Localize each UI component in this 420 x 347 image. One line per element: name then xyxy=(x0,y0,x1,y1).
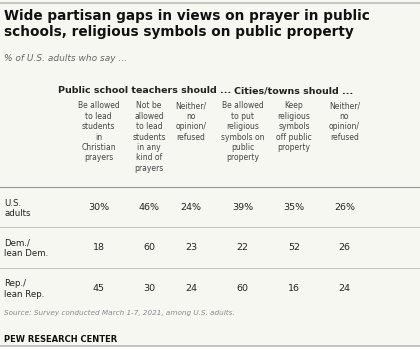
Text: PEW RESEARCH CENTER: PEW RESEARCH CENTER xyxy=(4,335,118,344)
Text: 26: 26 xyxy=(339,243,350,252)
Text: % of U.S. adults who say ...: % of U.S. adults who say ... xyxy=(4,54,127,63)
Text: 30: 30 xyxy=(143,283,155,293)
Text: 24: 24 xyxy=(185,283,197,293)
Text: Neither/
no
opinion/
refused: Neither/ no opinion/ refused xyxy=(176,101,207,142)
Text: Wide partisan gaps in views on prayer in public
schools, religious symbols on pu: Wide partisan gaps in views on prayer in… xyxy=(4,9,370,40)
Text: 22: 22 xyxy=(237,243,249,252)
Text: Public school teachers should ...: Public school teachers should ... xyxy=(58,86,231,95)
Text: Source: Survey conducted March 1-7, 2021, among U.S. adults.: Source: Survey conducted March 1-7, 2021… xyxy=(4,310,235,316)
Text: 24: 24 xyxy=(339,283,350,293)
Text: Keep
religious
symbols
off public
property: Keep religious symbols off public proper… xyxy=(276,101,312,152)
Text: 60: 60 xyxy=(237,283,249,293)
Text: Not be
allowed
to lead
students
in any
kind of
prayers: Not be allowed to lead students in any k… xyxy=(132,101,166,173)
Text: Cities/towns should ...: Cities/towns should ... xyxy=(234,86,353,95)
Text: 60: 60 xyxy=(143,243,155,252)
Text: 35%: 35% xyxy=(284,203,304,212)
Text: U.S.
adults: U.S. adults xyxy=(4,199,31,218)
Text: 16: 16 xyxy=(288,283,300,293)
Text: Neither/
no
opinion/
refused: Neither/ no opinion/ refused xyxy=(329,101,360,142)
Text: 45: 45 xyxy=(93,283,105,293)
Text: 52: 52 xyxy=(288,243,300,252)
Text: Rep./
lean Rep.: Rep./ lean Rep. xyxy=(4,279,45,299)
Text: 46%: 46% xyxy=(139,203,160,212)
Text: 24%: 24% xyxy=(181,203,202,212)
Text: 23: 23 xyxy=(185,243,197,252)
Text: Be allowed
to lead
students
in
Christian
prayers: Be allowed to lead students in Christian… xyxy=(78,101,120,162)
Text: 30%: 30% xyxy=(88,203,109,212)
Text: 18: 18 xyxy=(93,243,105,252)
Text: 26%: 26% xyxy=(334,203,355,212)
Text: Be allowed
to put
religious
symbols on
public
property: Be allowed to put religious symbols on p… xyxy=(221,101,265,162)
Text: 39%: 39% xyxy=(232,203,253,212)
Text: Dem./
lean Dem.: Dem./ lean Dem. xyxy=(4,239,48,258)
